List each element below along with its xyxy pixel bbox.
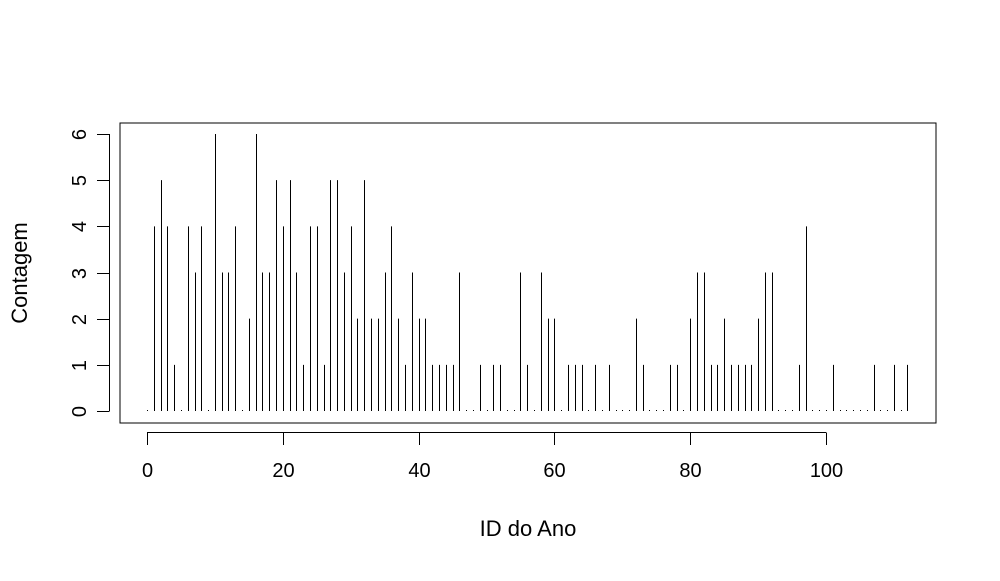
y-tick-label: 6 [69, 129, 91, 140]
y-tick-label: 3 [69, 268, 91, 279]
plot-frame [119, 122, 937, 424]
y-axis-label: Contagem [7, 222, 32, 324]
y-tick-label: 2 [69, 314, 91, 325]
x-tick-label: 0 [142, 460, 153, 482]
y-axis: 0 1 2 3 4 5 6 [69, 129, 110, 417]
y-tick-label: 4 [69, 221, 91, 232]
x-tick-label: 20 [272, 460, 294, 482]
x-axis-label: ID do Ano [480, 516, 577, 541]
x-tick-label: 80 [679, 460, 701, 482]
bars-layer [147, 134, 908, 411]
x-tick-label: 40 [408, 460, 430, 482]
x-axis: 0 20 40 60 80 100 [142, 432, 843, 482]
x-tick-label: 60 [543, 460, 565, 482]
y-tick-label: 0 [69, 406, 91, 417]
y-tick-label: 1 [69, 360, 91, 371]
x-tick-label: 100 [810, 460, 843, 482]
y-tick-label: 5 [69, 175, 91, 186]
